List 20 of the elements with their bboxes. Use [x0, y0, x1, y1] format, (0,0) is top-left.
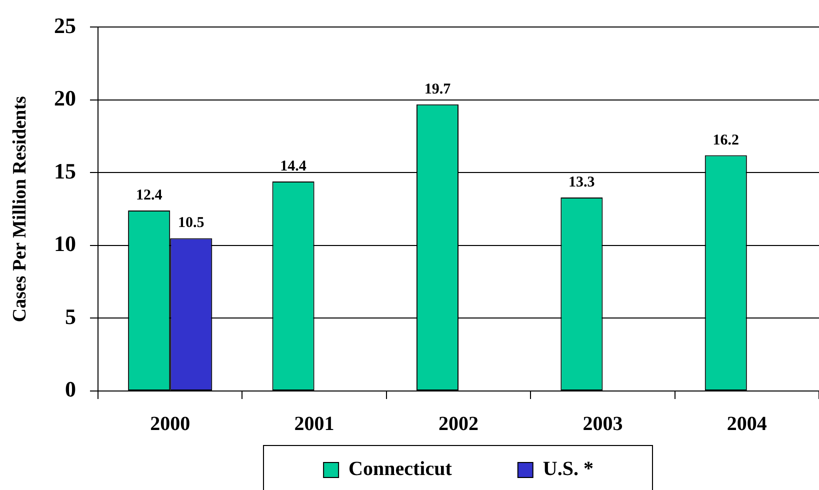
data-label: 14.4: [280, 158, 307, 174]
x-tick-label: 2002: [438, 413, 478, 436]
y-axis-title: Cases Per Million Residents: [9, 96, 30, 322]
y-tick-label: 25: [54, 12, 76, 38]
y-tick-label: 5: [65, 304, 76, 329]
x-tick-label: 2003: [582, 413, 623, 436]
y-tick-label: 10: [54, 231, 76, 256]
data-label: 16.2: [712, 132, 740, 148]
x-tick-label: 2004: [726, 413, 767, 436]
data-label: 10.5: [178, 215, 204, 232]
y-tick-label: 15: [54, 158, 76, 184]
data-label: 12.4: [136, 188, 163, 204]
y-tick-label: 0: [65, 376, 76, 402]
x-tick-label: 2000: [150, 413, 190, 436]
data-label: 13.3: [568, 174, 595, 190]
legend-label: Connecticut: [348, 458, 452, 480]
data-label: 19.7: [424, 81, 452, 98]
y-tick-label: 20: [54, 86, 76, 111]
x-tick-label: 2001: [294, 413, 334, 436]
legend-label: U.S. *: [542, 458, 594, 480]
